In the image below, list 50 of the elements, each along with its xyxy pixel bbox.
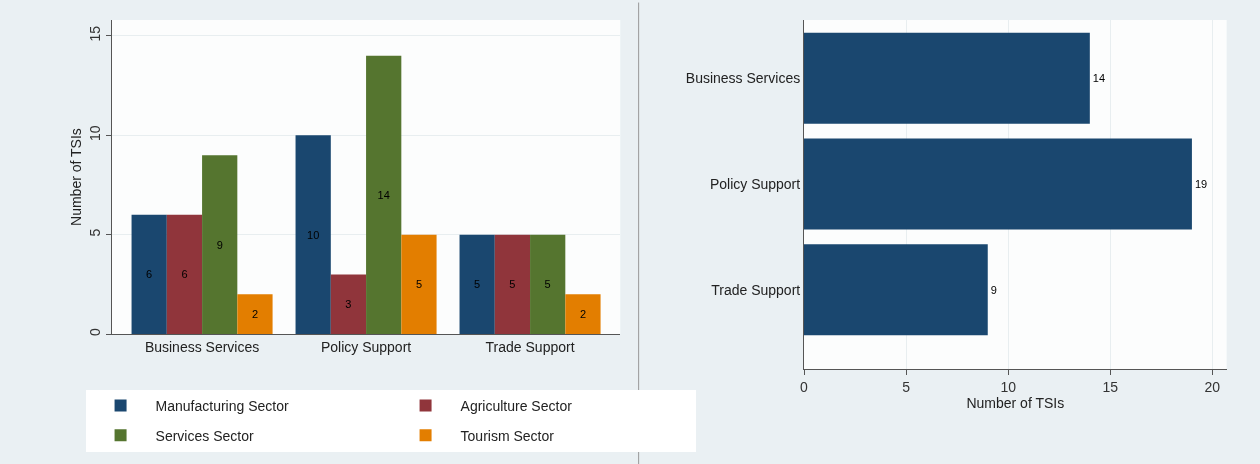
x-tick-label: Policy Support [320, 338, 412, 355]
x-tick-label: 15 [1102, 378, 1119, 395]
y-tick-label: 15 [87, 25, 104, 42]
y-tick-label: 5 [87, 228, 104, 237]
y-tick-label: Trade Support [711, 281, 801, 298]
x-tick-label: Business Services [144, 338, 260, 355]
data-label: 5 [474, 278, 481, 291]
x-tick-label: 20 [1204, 378, 1221, 395]
legend-label: Tourism Sector [460, 427, 555, 444]
data-label: 5 [509, 278, 516, 291]
legend-label: Manufacturing Sector [155, 398, 289, 414]
bar [202, 155, 238, 335]
bar [494, 234, 531, 335]
data-label: 2 [251, 308, 259, 321]
x-axis-title: Number of TSIs [966, 394, 1065, 411]
data-label: 3 [345, 298, 352, 311]
x-tick-label: 10 [1000, 378, 1017, 395]
data-label: 19 [1194, 177, 1208, 190]
y-tick-label: 0 [87, 327, 104, 336]
bar [804, 138, 1192, 230]
data-label: 6 [181, 268, 188, 281]
data-label: 10 [307, 228, 320, 241]
data-label: 5 [544, 278, 551, 291]
data-label: 14 [377, 188, 390, 201]
data-label: 5 [415, 278, 423, 291]
y-tick-label: Business Services [685, 70, 801, 87]
data-label: 9 [990, 283, 997, 296]
data-label: 6 [146, 268, 153, 281]
bar [565, 294, 601, 335]
data-label: 9 [216, 238, 223, 251]
bar [330, 274, 367, 335]
x-tick-label: 5 [902, 378, 911, 395]
y-axis-title: Number of TSIs [67, 128, 84, 226]
x-tick-label: Trade Support [485, 338, 575, 355]
bar [295, 135, 331, 335]
bar [804, 32, 1090, 124]
y-tick-label: 10 [87, 125, 104, 141]
legend-label: Agriculture Sector [460, 398, 573, 414]
bar [166, 214, 203, 335]
y-tick-label: Policy Support [709, 175, 801, 192]
bar [401, 234, 437, 335]
bar [131, 214, 167, 335]
legend-label: Services Sector [155, 427, 254, 444]
bar [804, 244, 988, 336]
bar [366, 55, 402, 335]
bar [237, 294, 273, 335]
data-label: 14 [1092, 72, 1106, 85]
bar [459, 234, 495, 335]
data-label: 2 [579, 308, 587, 321]
bar [530, 234, 566, 335]
